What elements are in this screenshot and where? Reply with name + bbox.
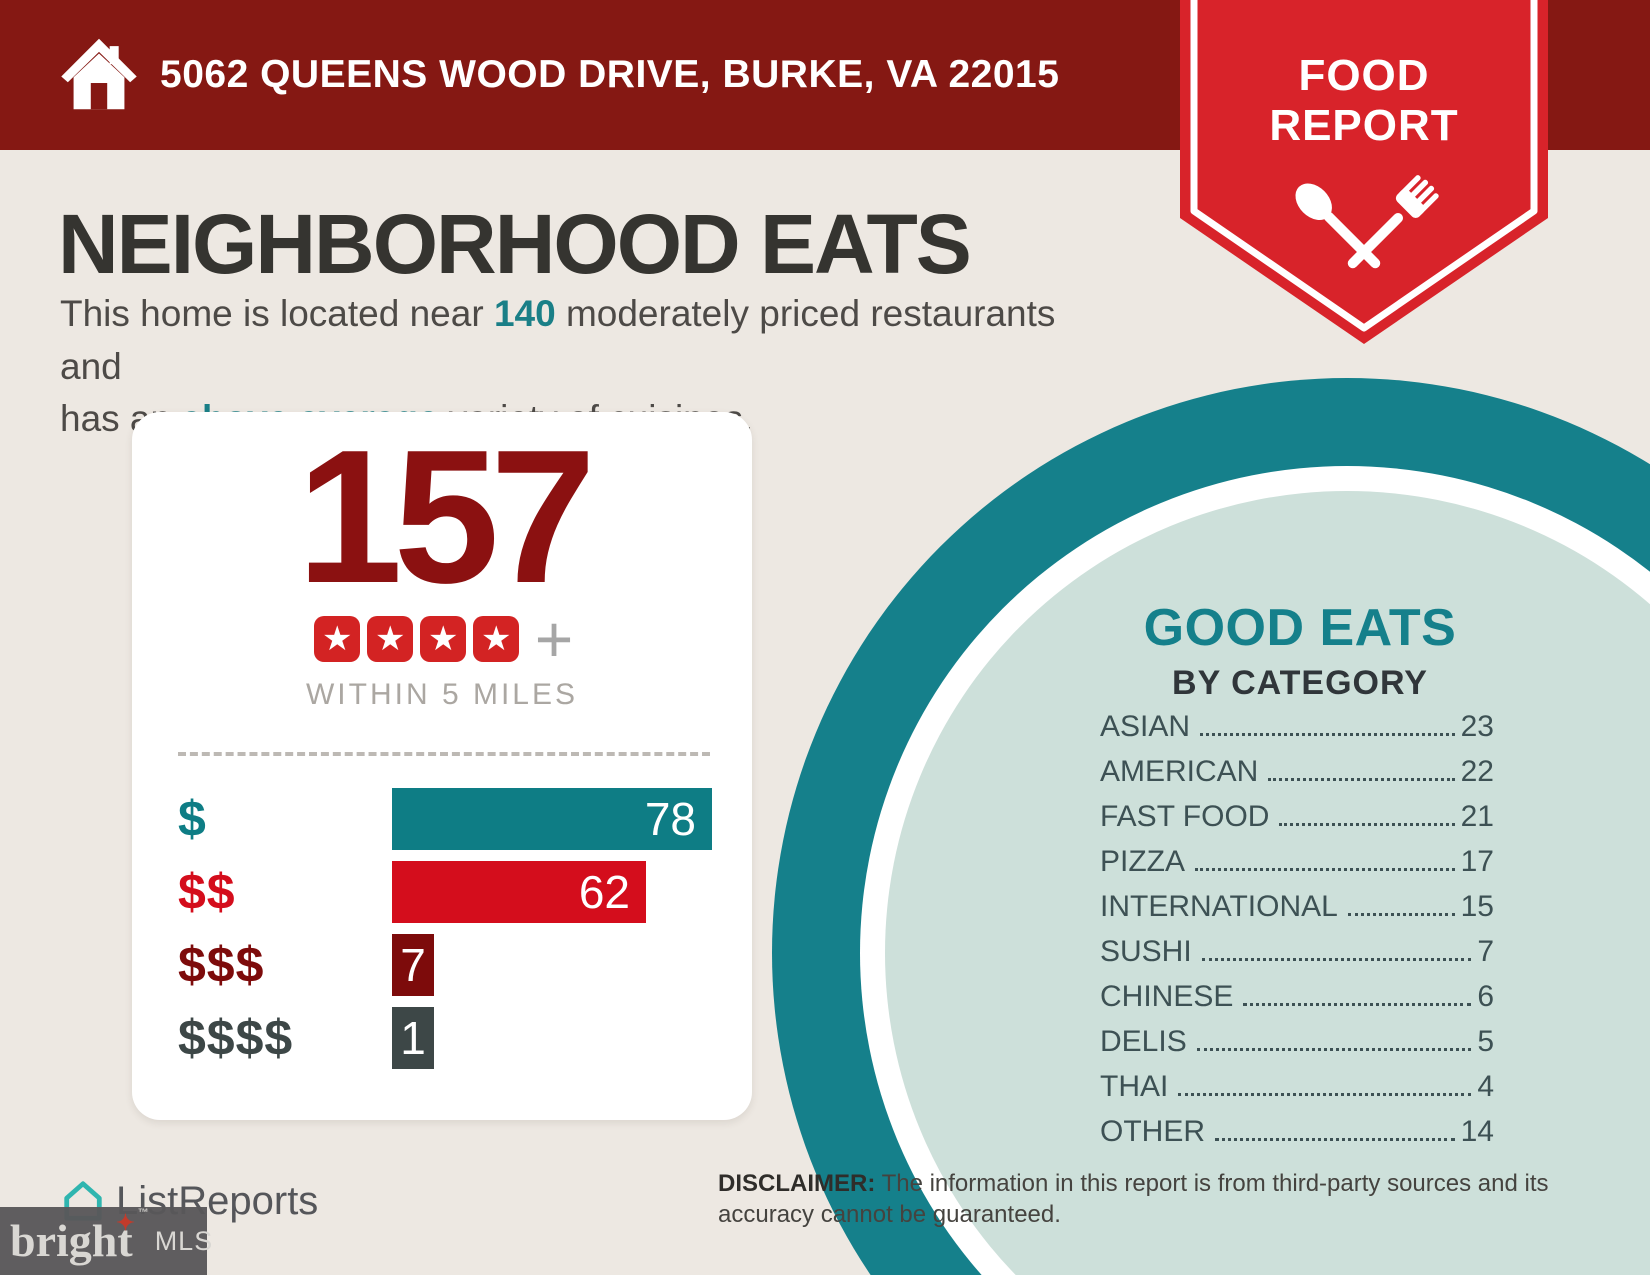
price-tier-row: $78 <box>132 788 752 850</box>
dotted-leader <box>1200 733 1455 736</box>
dashed-divider <box>178 752 710 756</box>
price-tier-row: $$ 62 <box>132 861 752 923</box>
category-label: FAST FOOD <box>1100 800 1270 833</box>
star-icon: ★ <box>420 616 467 662</box>
category-value: 4 <box>1477 1070 1494 1103</box>
star-icon: ★ <box>367 616 414 662</box>
category-label: INTERNATIONAL <box>1100 890 1338 923</box>
restaurant-count: 140 <box>493 293 556 334</box>
category-row: FAST FOOD 21 <box>1100 800 1494 845</box>
ribbon-line1: FOOD <box>1298 51 1429 100</box>
dotted-leader <box>1347 913 1455 916</box>
category-value: 7 <box>1477 935 1494 968</box>
price-tier-bar-chart: $78 $$ 62 $$$ 7 $$$$ 1 <box>132 788 752 1069</box>
category-label: CHINESE <box>1100 980 1234 1013</box>
disclaimer-label: DISCLAIMER: <box>718 1170 876 1197</box>
category-row: SUSHI 7 <box>1100 935 1494 980</box>
category-value: 22 <box>1460 755 1494 788</box>
home-icon <box>58 30 140 123</box>
price-tier-row: $$$ 7 <box>132 934 752 996</box>
trademark-symbol: ™ <box>137 1207 149 1219</box>
disclaimer-line2: accuracy cannot be guaranteed. <box>718 1201 1061 1229</box>
good-eats-subtitle: BY CATEGORY <box>1172 664 1428 702</box>
ribbon-line2: REPORT <box>1269 101 1458 150</box>
category-row: THAI 4 <box>1100 1070 1494 1115</box>
category-row: OTHER 14 <box>1100 1115 1494 1160</box>
disclaimer-line1: The information in this report is from t… <box>875 1170 1549 1197</box>
category-value: 14 <box>1460 1115 1494 1148</box>
category-value: 15 <box>1460 890 1494 923</box>
category-value: 6 <box>1477 980 1494 1013</box>
bright-mls-logo: bright ✦ ™ MLS <box>0 1207 212 1275</box>
intro-part1: This home is located near <box>60 293 494 334</box>
price-tier-bar: 1 <box>392 1007 434 1069</box>
star-rating: ★ ★ ★ ★ + <box>132 602 752 676</box>
category-label: ASIAN <box>1100 710 1191 743</box>
bright-wordmark: bright ✦ ™ <box>10 1208 149 1266</box>
category-row: CHINESE 6 <box>1100 980 1494 1025</box>
price-tier-label: $ <box>178 791 207 847</box>
page-title: NEIGHBORHOOD EATS <box>58 197 972 291</box>
star-icon: ★ <box>473 616 520 662</box>
intro-part2: moderately priced restaurants and <box>60 293 1056 387</box>
disclaimer: DISCLAIMER: The information in this repo… <box>718 1168 1578 1230</box>
category-value: 17 <box>1460 845 1494 878</box>
category-list: ASIAN 23 AMERICAN 22 FAST FOOD 21 PIZZA 17 INTER… <box>1100 710 1494 1160</box>
category-value: 23 <box>1460 710 1494 743</box>
good-eats-heading: GOOD EATS BY CATEGORY <box>1085 598 1515 703</box>
mls-text: MLS <box>154 1225 214 1256</box>
category-row: INTERNATIONAL 15 <box>1100 890 1494 935</box>
dotted-leader <box>1201 958 1472 961</box>
price-tier-label: $$ <box>178 864 236 920</box>
dotted-leader <box>1268 778 1455 781</box>
category-value: 21 <box>1460 800 1494 833</box>
bright-text: bright <box>10 1215 133 1266</box>
bright-star-icon: ✦ <box>116 1210 135 1235</box>
price-tier-row: $$$$ 1 <box>132 1007 752 1069</box>
price-tier-bar: 7 <box>392 934 434 996</box>
property-address: 5062 QUEENS WOOD DRIVE, BURKE, VA 22015 <box>160 53 1060 96</box>
star-icon: ★ <box>314 616 361 662</box>
category-row: AMERICAN 22 <box>1100 755 1494 800</box>
price-tier-label: $$$$ <box>178 1010 294 1066</box>
radius-subtitle: WITHIN 5 MILES <box>305 678 579 711</box>
category-label: SUSHI <box>1100 935 1192 968</box>
category-value: 5 <box>1477 1025 1494 1058</box>
category-label: DELIS <box>1100 1025 1187 1058</box>
category-label: THAI <box>1100 1070 1169 1103</box>
category-row: ASIAN 23 <box>1100 710 1494 755</box>
stats-card: 157 ★ ★ ★ ★ + WITHIN 5 MILES $78 $$ 62 $$$ 7 $$$… <box>132 412 752 1120</box>
category-row: DELIS 5 <box>1100 1025 1494 1070</box>
dotted-leader <box>1195 868 1455 871</box>
category-row: PIZZA 17 <box>1100 845 1494 890</box>
price-tier-bar: 78 <box>392 788 712 850</box>
food-report-ribbon: FOOD REPORT <box>1172 0 1556 357</box>
dotted-leader <box>1215 1138 1455 1141</box>
category-label: AMERICAN <box>1100 755 1259 788</box>
plus-icon: + <box>534 602 574 676</box>
price-tier-label: $$$ <box>178 937 265 993</box>
dotted-leader <box>1196 1048 1472 1051</box>
dotted-leader <box>1178 1093 1472 1096</box>
category-label: PIZZA <box>1100 845 1186 878</box>
category-label: OTHER <box>1100 1115 1205 1148</box>
star-icons: ★ ★ ★ ★ <box>311 616 523 662</box>
total-restaurants: 157 <box>296 411 596 623</box>
price-tier-bar: 62 <box>392 861 646 923</box>
good-eats-title: GOOD EATS <box>1143 599 1457 657</box>
crossed-utensils-icon <box>1295 175 1439 269</box>
dotted-leader <box>1279 823 1455 826</box>
dotted-leader <box>1243 1003 1472 1006</box>
